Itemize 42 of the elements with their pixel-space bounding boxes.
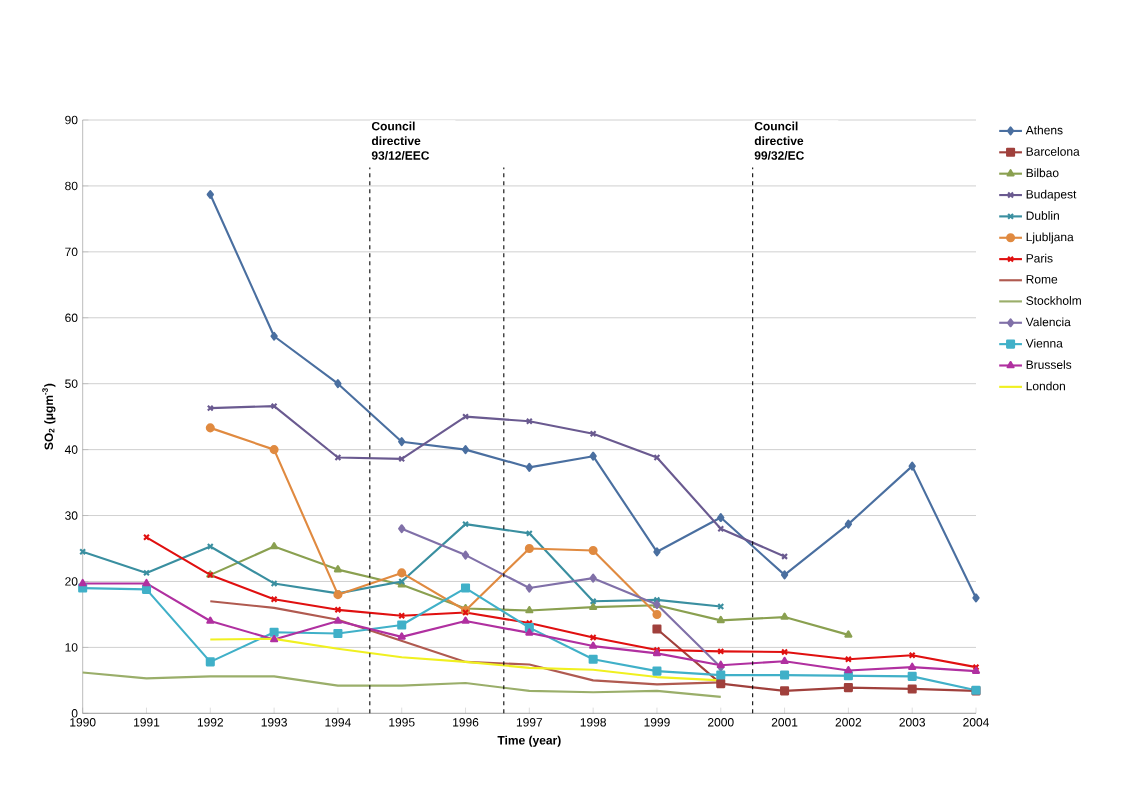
y-tick-label: 0 (71, 709, 78, 718)
x-tick-label: 1997 (516, 718, 543, 727)
legend-label: Valencia (1025, 317, 1071, 327)
y-tick-label: 80 (65, 181, 78, 191)
x-tick-label: 1991 (134, 718, 160, 727)
x-tick-label: 1998 (580, 718, 606, 727)
legend-label: Bilbao (1026, 168, 1059, 178)
x-tick-label: 1995 (389, 718, 415, 727)
legend-label: Athens (1025, 125, 1063, 135)
legend-label: Rome (1026, 275, 1058, 284)
x-tick-label: 2003 (899, 718, 926, 727)
legend-label: Budapest (1026, 189, 1077, 201)
y-tick-label: 20 (65, 577, 78, 586)
y-tick-label: 30 (65, 511, 78, 520)
x-tick-label: 1996 (453, 718, 479, 727)
ref-line-label: Council directive 93/12/EEC (371, 121, 430, 160)
x-tick-label: 1992 (197, 718, 224, 727)
x-tick-label: 1993 (261, 718, 287, 727)
x-tick-label: 2000 (708, 718, 734, 727)
x-axis-title: Time (year) (497, 735, 561, 747)
legend-label: Vienna (1025, 338, 1063, 348)
y-tick-label: 50 (65, 379, 78, 388)
y-tick-label: 70 (65, 247, 78, 257)
legend-label: Stockholm (1026, 296, 1081, 305)
legend-label: Dublin (1026, 211, 1059, 220)
y-tick-label: 60 (65, 313, 78, 323)
y-axis-title: SO$_{2}$ (μgm$^{-3}$) (42, 383, 56, 450)
x-tick-label: 2004 (963, 718, 989, 727)
legend-label: Barcelona (1026, 146, 1080, 156)
y-tick-label: 10 (65, 643, 78, 652)
x-tick-label: 1999 (644, 718, 670, 727)
x-tick-label: 1990 (70, 718, 96, 727)
legend-label: London (1026, 381, 1065, 391)
legend-label: Ljubljana (1026, 232, 1074, 244)
x-tick-label: 1994 (325, 718, 351, 727)
y-tick-label: 40 (64, 445, 78, 454)
x-tick-label: 2001 (771, 718, 798, 727)
y-tick-label: 90 (65, 115, 78, 125)
legend-label: Brussels (1026, 360, 1072, 369)
ref-line-label: Council directive 99/32/EC (754, 121, 804, 160)
legend-label: Paris (1026, 253, 1053, 263)
x-tick-label: 2002 (835, 718, 862, 727)
